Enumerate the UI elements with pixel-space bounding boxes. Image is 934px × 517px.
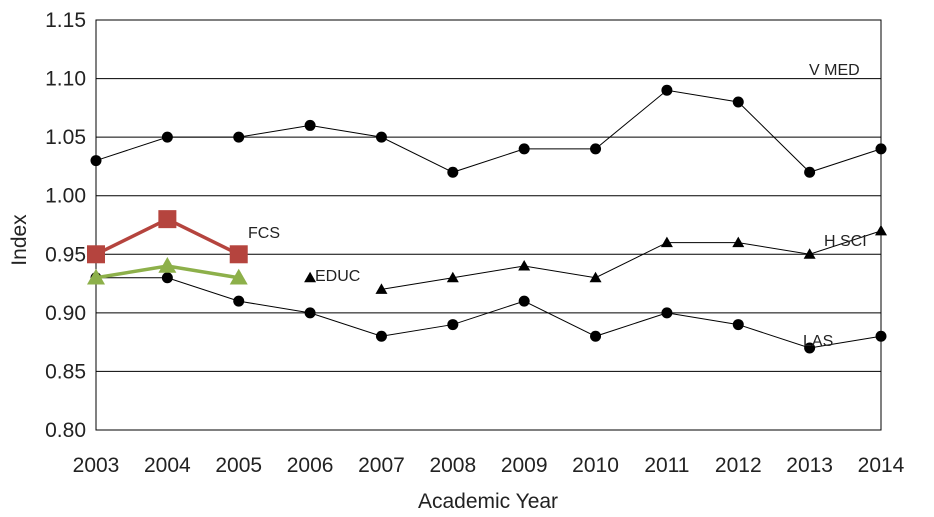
x-tick-label: 2003 — [73, 454, 120, 477]
series-label: LAS — [803, 333, 833, 350]
y-tick-label: 1.10 — [45, 68, 86, 91]
series-label: V MED — [809, 62, 860, 79]
series — [304, 271, 317, 283]
x-tick-label: 2004 — [144, 454, 191, 477]
data-point — [661, 84, 673, 96]
data-point — [158, 257, 177, 273]
data-point — [518, 260, 531, 271]
series — [87, 257, 248, 285]
y-tick-label: 0.80 — [45, 419, 86, 442]
data-point — [446, 271, 459, 283]
series — [90, 84, 887, 178]
data-point — [589, 271, 602, 283]
x-tick-label: 2006 — [287, 454, 334, 477]
data-point — [590, 143, 602, 155]
data-point — [803, 248, 816, 259]
data-point — [158, 210, 177, 229]
data-point — [87, 245, 105, 264]
x-tick-label: 2008 — [429, 454, 476, 477]
x-axis-title: Academic Year — [418, 490, 558, 513]
data-point — [732, 236, 745, 248]
data-point — [661, 307, 673, 319]
series-line — [381, 230, 882, 290]
data-point — [375, 131, 387, 143]
data-point — [804, 166, 816, 178]
data-point — [229, 245, 248, 264]
x-tick-label: 2011 — [644, 454, 689, 477]
x-tick-label: 2005 — [215, 454, 262, 477]
data-point — [875, 330, 887, 342]
y-tick-label: 1.05 — [45, 126, 86, 149]
data-point — [447, 166, 459, 178]
y-axis-title: Index — [8, 214, 31, 266]
x-tick-label: 2012 — [715, 454, 762, 477]
data-point — [229, 268, 248, 285]
y-tick-label: 0.85 — [45, 360, 86, 383]
data-point — [518, 143, 530, 155]
y-tick-label: 0.90 — [45, 302, 86, 325]
data-point — [732, 319, 744, 331]
data-point — [518, 295, 530, 307]
x-tick-label: 2014 — [858, 454, 905, 477]
data-point — [87, 268, 105, 285]
series-group — [87, 84, 887, 354]
series — [87, 210, 248, 264]
series-label: H SCI — [824, 233, 867, 250]
data-point — [375, 330, 387, 342]
series — [375, 224, 887, 294]
data-point — [590, 330, 602, 342]
data-point — [304, 307, 316, 319]
x-axis-ticks: 2003 2004 2005 2006 2007 2008 2009 2010 2011 2012… — [73, 454, 905, 477]
data-point — [875, 143, 887, 155]
x-tick-label: 2009 — [501, 454, 548, 477]
data-point — [233, 131, 245, 143]
data-point — [304, 119, 316, 131]
y-axis-ticks: 0.80 0.85 0.90 0.95 1.00 1.05 1.10 1.15 — [45, 9, 86, 442]
plot-area — [95, 19, 882, 431]
data-point — [161, 131, 173, 143]
y-tick-label: 1.15 — [45, 9, 86, 32]
series-labels: V MED LAS H SCI EDUC FCS — [248, 62, 867, 350]
x-tick-label: 2007 — [358, 454, 405, 477]
series-line — [95, 89, 882, 173]
y-tick-label: 1.00 — [45, 185, 86, 208]
x-tick-label: 2010 — [572, 454, 619, 477]
data-point — [732, 96, 744, 108]
data-point — [660, 236, 673, 248]
data-point — [447, 319, 459, 331]
series-label: FCS — [248, 225, 280, 242]
series-label: EDUC — [315, 268, 360, 285]
x-tick-label: 2013 — [786, 454, 833, 477]
data-point — [875, 224, 887, 236]
data-point — [90, 155, 102, 167]
data-point — [304, 271, 317, 283]
data-point — [804, 342, 816, 354]
data-point — [161, 272, 173, 284]
data-point — [375, 283, 388, 294]
y-tick-label: 0.95 — [45, 243, 86, 266]
series-line — [96, 277, 882, 349]
data-point — [233, 295, 245, 307]
